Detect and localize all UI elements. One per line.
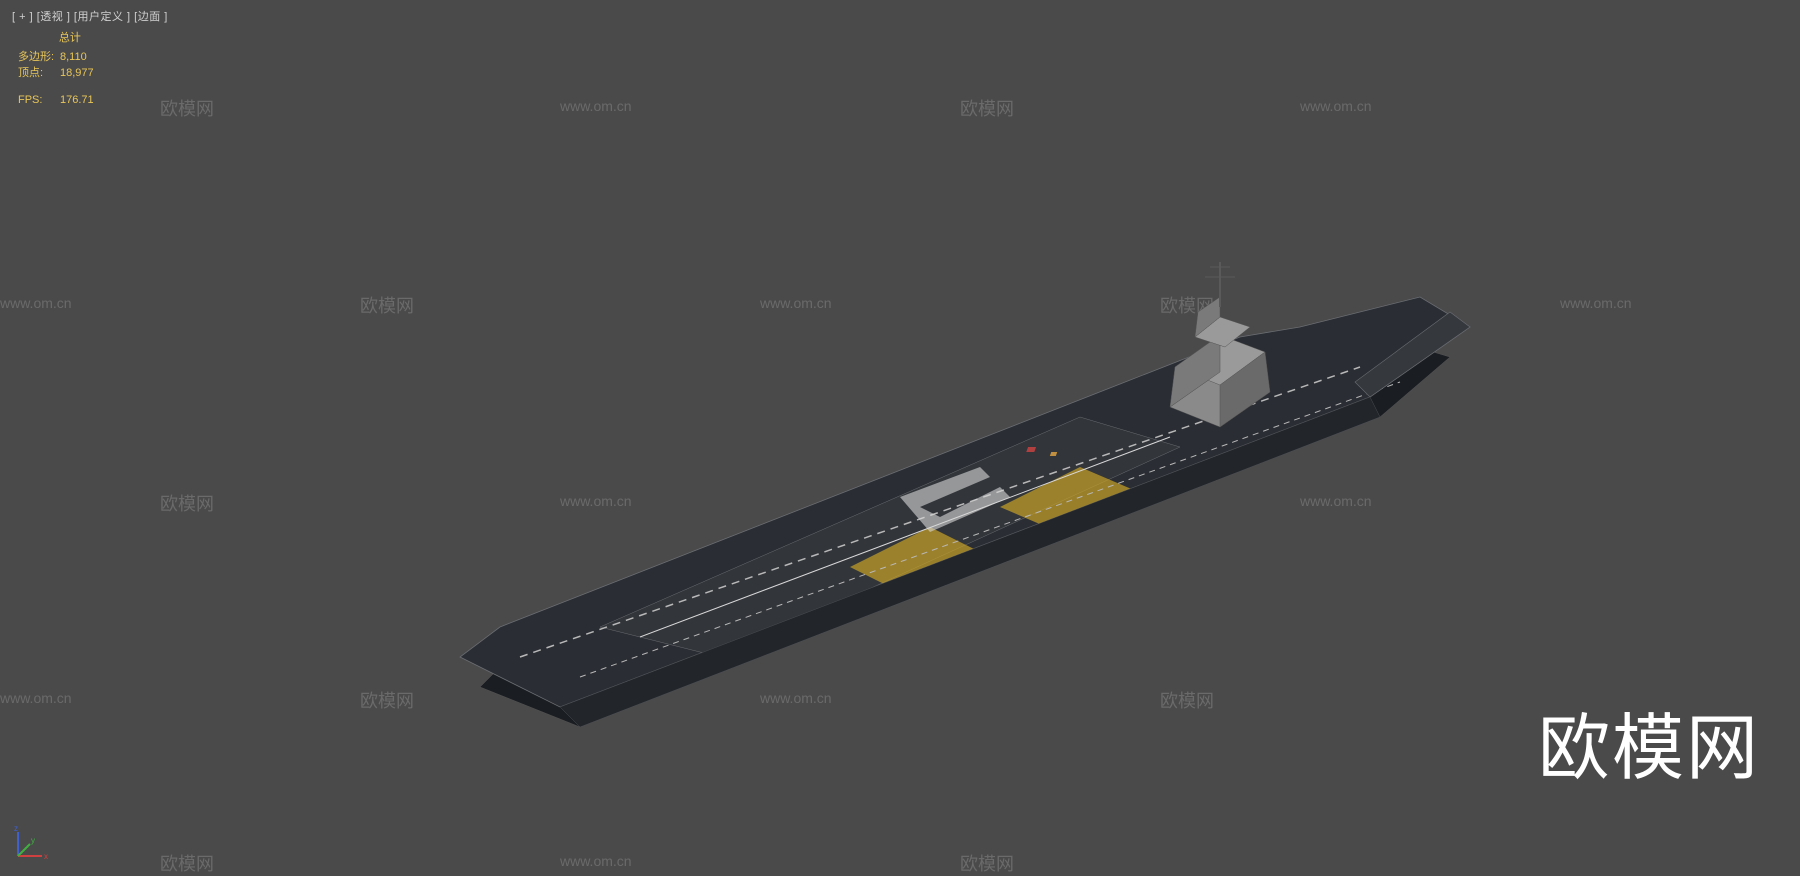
fps-value: 176.71 — [60, 92, 94, 109]
watermark-url: www.om.cn — [1300, 98, 1372, 114]
watermark-cn: 欧模网 — [1160, 292, 1214, 318]
watermark-cn: 欧模网 — [1160, 687, 1214, 713]
watermark-url: www.om.cn — [760, 690, 832, 706]
fps-label: FPS: — [18, 92, 56, 109]
viewport-3d-model[interactable] — [300, 167, 1500, 767]
axis-gizmo-icon[interactable]: x z y — [10, 824, 50, 864]
stats-panel: 总计 多边形: 8,110 顶点: 18,977 FPS: 176.71 — [18, 30, 94, 108]
viewport-label[interactable]: [ + ] [透视 ] [用户定义 ] [边面 ] — [12, 8, 168, 24]
watermark-url: www.om.cn — [1300, 493, 1372, 509]
watermark-url: www.om.cn — [0, 690, 72, 706]
carrier-tower — [1170, 262, 1270, 427]
watermark-cn: 欧模网 — [160, 95, 214, 121]
watermark-url: www.om.cn — [1560, 295, 1632, 311]
stats-fps-row: FPS: 176.71 — [18, 92, 94, 109]
watermark-cn: 欧模网 — [960, 850, 1014, 876]
watermark-cn: 欧模网 — [160, 490, 214, 516]
stats-polygons-row: 多边形: 8,110 — [18, 49, 94, 66]
brand-logo: 欧模网 — [1538, 689, 1760, 794]
watermark-cn: 欧模网 — [960, 490, 1014, 516]
svg-text:y: y — [31, 836, 35, 845]
polygons-label: 多边形: — [18, 49, 56, 66]
watermark-url: www.om.cn — [560, 493, 632, 509]
watermark-cn: 欧模网 — [960, 95, 1014, 121]
stats-header: 总计 — [46, 30, 94, 47]
watermark-url: www.om.cn — [0, 295, 72, 311]
svg-text:x: x — [44, 852, 48, 861]
vertices-label: 顶点: — [18, 65, 56, 82]
watermark-url: www.om.cn — [760, 295, 832, 311]
svg-text:z: z — [14, 824, 18, 833]
vertices-value: 18,977 — [60, 65, 94, 82]
polygons-value: 8,110 — [60, 49, 87, 66]
watermark-url: www.om.cn — [560, 853, 632, 869]
watermark-url: www.om.cn — [560, 98, 632, 114]
watermark-cn: 欧模网 — [360, 687, 414, 713]
watermark-cn: 欧模网 — [160, 850, 214, 876]
watermark-cn: 欧模网 — [360, 292, 414, 318]
stats-vertices-row: 顶点: 18,977 — [18, 65, 94, 82]
